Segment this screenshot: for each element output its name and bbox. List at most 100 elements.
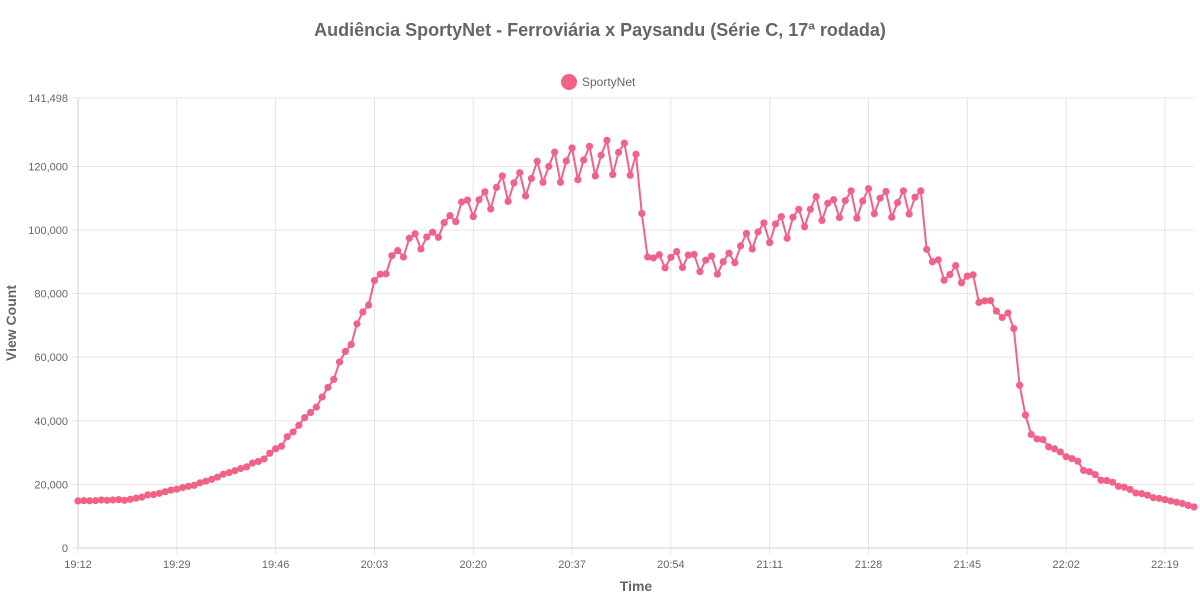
data-point[interactable] [272,445,280,453]
data-point[interactable] [330,375,338,384]
data-point[interactable] [1033,435,1041,443]
data-point[interactable] [225,469,233,477]
data-point[interactable] [754,228,762,236]
data-point[interactable] [149,490,158,499]
data-point[interactable] [1039,435,1047,444]
data-point[interactable] [649,254,658,262]
data-point[interactable] [539,178,547,186]
data-point[interactable] [580,156,588,164]
data-point[interactable] [614,148,623,156]
data-point[interactable] [347,340,355,349]
data-point[interactable] [923,245,931,253]
data-point[interactable] [678,263,687,272]
data-point[interactable] [934,256,942,264]
data-point[interactable] [562,157,570,165]
data-point[interactable] [109,496,117,504]
data-point[interactable] [306,408,315,417]
data-point[interactable] [806,205,814,213]
data-point[interactable] [655,251,663,259]
data-point[interactable] [179,483,187,492]
data-point[interactable] [202,477,210,485]
data-point[interactable] [882,187,890,196]
data-point[interactable] [173,485,181,493]
data-point[interactable] [888,213,896,221]
data-point[interactable] [1120,483,1128,491]
data-point[interactable] [324,383,332,391]
data-point[interactable] [1027,430,1035,439]
data-point[interactable] [737,242,745,250]
data-point[interactable] [312,403,320,411]
data-point[interactable] [783,234,791,242]
data-point[interactable] [510,179,518,187]
data-point[interactable] [986,296,995,305]
data-point[interactable] [365,301,373,309]
data-point[interactable] [1172,498,1181,506]
data-point[interactable] [795,205,803,213]
data-point[interactable] [138,493,146,501]
data-point[interactable] [1178,499,1186,508]
data-point[interactable] [417,245,425,253]
data-point[interactable] [1109,478,1117,486]
data-point[interactable] [458,198,466,206]
data-point[interactable] [591,172,599,180]
data-point[interactable] [126,495,134,503]
data-point[interactable] [667,253,675,261]
data-point[interactable] [1062,453,1070,461]
data-point[interactable] [719,258,727,266]
data-point[interactable] [446,212,454,220]
data-point[interactable] [917,187,925,195]
data-point[interactable] [638,209,646,218]
data-point[interactable] [359,308,367,316]
data-point[interactable] [969,271,977,279]
data-point[interactable] [504,197,512,205]
data-point[interactable] [551,148,559,156]
data-point[interactable] [1097,476,1105,484]
data-point[interactable] [841,197,849,205]
data-point[interactable] [144,491,152,499]
data-point[interactable] [644,253,652,261]
data-point[interactable] [957,279,966,287]
data-point[interactable] [1132,489,1140,497]
data-point[interactable] [1143,491,1152,499]
data-point[interactable] [231,467,239,475]
data-point[interactable] [545,162,553,170]
data-point[interactable] [707,252,716,260]
data-point[interactable] [963,272,971,280]
data-point[interactable] [789,213,797,221]
data-point[interactable] [190,481,198,489]
data-point[interactable] [1074,457,1082,465]
data-point[interactable] [370,276,379,285]
data-point[interactable] [1114,482,1123,490]
data-point[interactable] [620,139,628,147]
data-point[interactable] [812,192,820,201]
data-point[interactable] [835,213,844,222]
data-point[interactable] [237,464,245,473]
data-point[interactable] [516,169,524,177]
data-point[interactable] [411,230,419,238]
data-point[interactable] [74,497,82,505]
data-point[interactable] [952,261,960,270]
data-point[interactable] [86,497,94,505]
data-point[interactable] [213,473,222,481]
data-point[interactable] [184,482,193,490]
data-point[interactable] [1050,445,1059,453]
data-point[interactable] [492,183,501,191]
data-point[interactable] [661,264,669,272]
data-point[interactable] [1138,490,1146,498]
data-point[interactable] [283,433,291,441]
data-point[interactable] [911,193,919,201]
data-point[interactable] [341,347,349,356]
data-point[interactable] [475,196,483,204]
data-point[interactable] [161,488,169,496]
data-point[interactable] [876,194,884,202]
data-point[interactable] [818,216,826,225]
data-point[interactable] [603,136,611,144]
data-point[interactable] [597,151,605,159]
data-point[interactable] [556,178,565,186]
data-point[interactable] [1004,309,1012,317]
data-point[interactable] [394,247,402,255]
data-point[interactable] [1161,496,1169,504]
data-point[interactable] [452,218,460,226]
data-point[interactable] [626,171,634,179]
data-point[interactable] [219,470,227,478]
